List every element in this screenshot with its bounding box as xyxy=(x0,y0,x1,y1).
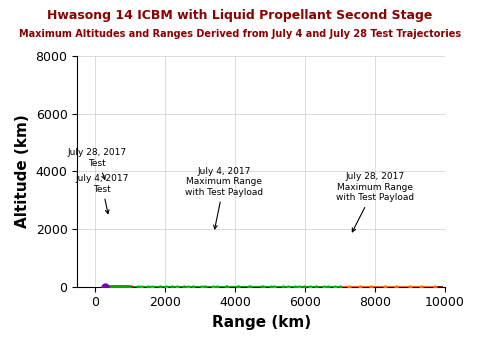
Text: Maximum Altitudes and Ranges Derived from July 4 and July 28 Test Trajectories: Maximum Altitudes and Ranges Derived fro… xyxy=(19,29,461,39)
Text: July 4, 2017
Maximum Range
with Test Payload: July 4, 2017 Maximum Range with Test Pay… xyxy=(185,167,264,229)
Text: July 28, 2017
Test: July 28, 2017 Test xyxy=(67,148,126,179)
Text: July 4, 2017
Test: July 4, 2017 Test xyxy=(75,174,129,214)
Y-axis label: Altitude (km): Altitude (km) xyxy=(15,115,30,228)
Text: Hwasong 14 ICBM with Liquid Propellant Second Stage: Hwasong 14 ICBM with Liquid Propellant S… xyxy=(48,9,432,22)
X-axis label: Range (km): Range (km) xyxy=(212,315,311,330)
Text: July 28, 2017
Maximum Range
with Test Payload: July 28, 2017 Maximum Range with Test Pa… xyxy=(336,172,414,232)
